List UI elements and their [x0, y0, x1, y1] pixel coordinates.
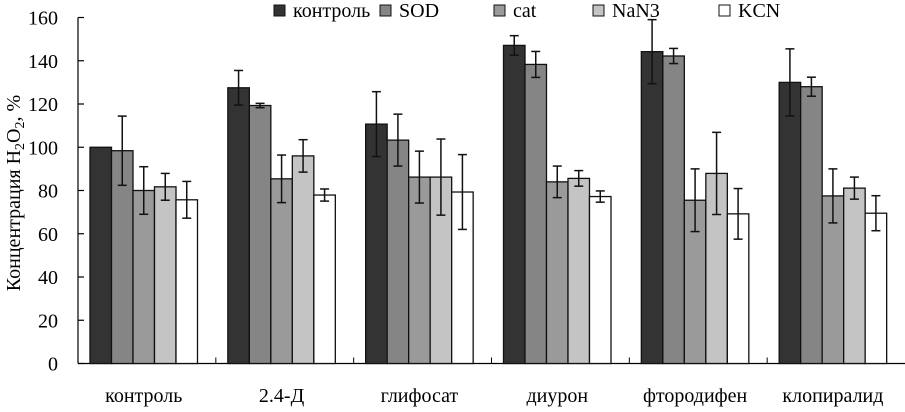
y-tick-label: 0: [48, 354, 58, 376]
legend-item: SOD: [379, 0, 439, 22]
bar: [864, 212, 888, 365]
legend-item: NaN3: [592, 0, 660, 22]
bar: [291, 155, 315, 365]
bar: [567, 177, 591, 365]
x-tick-label: глифосат: [381, 385, 459, 407]
bar: [502, 44, 526, 365]
bars: [89, 18, 888, 365]
y-tick-label: 20: [38, 310, 58, 332]
bar: [386, 139, 410, 365]
y-tick-label: 140: [28, 51, 58, 73]
legend-label: cat: [513, 0, 537, 22]
bar: [132, 189, 156, 365]
x-tick-label: фтородифен: [643, 385, 748, 407]
bar: [778, 81, 802, 365]
x-tick-label: 2.4-Д: [259, 385, 305, 407]
bar: [175, 199, 199, 365]
legend-swatch: [273, 4, 286, 17]
bar-group: [502, 34, 612, 365]
y-axis-label: Концентрация H2O2, %: [3, 95, 28, 291]
x-tick-label: контроль: [105, 385, 182, 407]
legend-item: контроль: [273, 0, 370, 22]
y-tick-label: 60: [38, 224, 58, 246]
bar-group: [778, 48, 888, 365]
y-tick-label: 160: [28, 8, 58, 30]
legend-label: NaN3: [612, 0, 660, 22]
legend: контроль SOD cat NaN3 KCN: [273, 0, 780, 22]
legend-swatch: [718, 4, 731, 17]
bar-group: [365, 90, 474, 365]
bar-group: [89, 115, 199, 365]
bar: [313, 194, 336, 365]
axes: 0 20 40 60 80 100 120 140 160 контроль 2.4-Д глифос…: [28, 8, 905, 407]
bar: [588, 195, 612, 365]
legend-swatch: [379, 4, 392, 17]
y-tick-label: 80: [38, 181, 58, 203]
legend-item: KCN: [718, 0, 780, 22]
bar-group: [227, 69, 336, 365]
bar: [524, 63, 548, 365]
bar: [545, 181, 569, 365]
bar: [662, 55, 685, 365]
legend-label: KCN: [738, 0, 780, 22]
bar: [408, 176, 431, 365]
bar-group: [640, 18, 750, 365]
legend-swatch: [592, 4, 605, 17]
bar: [227, 87, 250, 365]
bar: [365, 123, 388, 365]
bar: [270, 178, 293, 365]
bar: [843, 187, 866, 365]
legend-label: контроль: [293, 0, 370, 22]
legend-item: cat: [493, 0, 537, 22]
x-tick-label: диурон: [526, 385, 588, 407]
bar: [640, 51, 664, 365]
bar: [153, 186, 177, 365]
y-tick-label: 120: [28, 94, 58, 116]
y-tick-label: 100: [28, 137, 58, 159]
legend-label: SOD: [399, 0, 439, 22]
bar: [89, 146, 113, 365]
y-tick-label: 40: [38, 267, 58, 289]
bar: [800, 86, 823, 365]
legend-swatch: [493, 4, 506, 17]
bar: [248, 104, 272, 365]
x-tick-label: клопиралид: [782, 385, 883, 407]
